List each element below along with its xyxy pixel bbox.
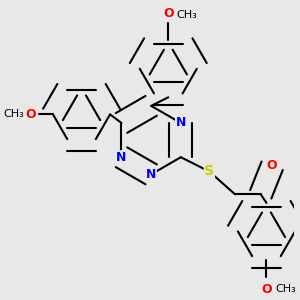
Text: N: N bbox=[116, 151, 127, 164]
Text: O: O bbox=[261, 283, 272, 296]
Text: N: N bbox=[176, 116, 186, 130]
Text: CH₃: CH₃ bbox=[4, 110, 24, 119]
Text: O: O bbox=[25, 108, 36, 121]
Text: CH₃: CH₃ bbox=[275, 284, 296, 293]
Text: S: S bbox=[204, 164, 214, 178]
Text: N: N bbox=[146, 168, 156, 181]
Text: O: O bbox=[163, 7, 174, 20]
Text: O: O bbox=[267, 159, 278, 172]
Text: CH₃: CH₃ bbox=[177, 10, 198, 20]
